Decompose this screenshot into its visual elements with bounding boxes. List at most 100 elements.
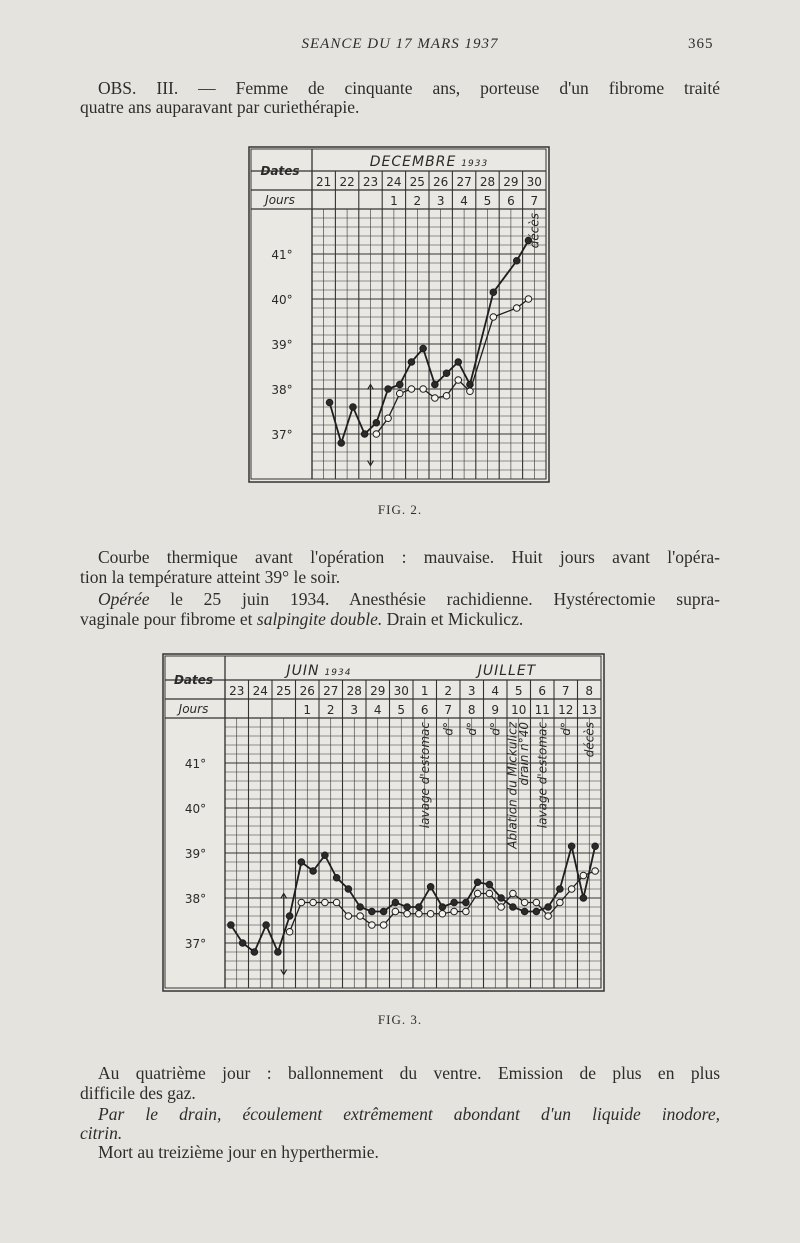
y-tick-label: 38°: [185, 892, 206, 906]
date-label: 24: [386, 175, 401, 189]
filled-data-point: [321, 851, 329, 860]
open-data-point: [344, 912, 353, 920]
filled-data-point: [379, 907, 388, 916]
date-label: 1: [421, 684, 429, 698]
date-label: 25: [410, 175, 425, 189]
open-data-point: [567, 885, 576, 893]
jour-label: 1: [390, 194, 398, 208]
annotation-label: d°: [559, 722, 573, 736]
filled-data-point: [497, 894, 505, 902]
filled-data-point: [337, 439, 346, 447]
open-data-point: [415, 909, 423, 918]
final-line-1: Au quatrième jour : ballonnement du vent…: [98, 1063, 720, 1083]
open-data-point: [407, 385, 416, 393]
jour-label: 11: [535, 703, 550, 717]
open-data-point: [384, 414, 392, 423]
open-data-point: [356, 912, 364, 920]
open-data-point: [524, 295, 533, 303]
mid-line-4: vaginale pour fibrome et salpingite doub…: [80, 609, 720, 629]
jour-label: 3: [350, 703, 358, 717]
date-label: 29: [370, 684, 385, 698]
obs-line-2: quatre ans auparavant par curiethérapie.: [80, 97, 360, 117]
date-label: 2: [444, 684, 452, 698]
operation-arrowheads: [366, 383, 375, 467]
jour-label: 13: [582, 703, 597, 717]
jour-label: 10: [511, 703, 526, 717]
date-label: 8: [585, 684, 593, 698]
row-label-dates: Dates: [174, 673, 213, 687]
open-data-point: [285, 927, 294, 936]
filled-data-point: [556, 885, 564, 893]
open-data-point: [462, 907, 470, 916]
annotation-label: lavage d'estomac: [535, 722, 549, 829]
filled-data-point: [349, 403, 357, 411]
date-label: 29: [503, 175, 518, 189]
figure-2-caption: FIG. 2.: [377, 502, 423, 517]
y-tick-label: 39°: [271, 338, 292, 352]
filled-data-point: [591, 842, 599, 851]
filled-data-point: [489, 288, 498, 297]
open-data-point: [332, 898, 341, 907]
filled-data-point: [579, 894, 588, 902]
filled-data-point: [509, 903, 517, 911]
filled-data-point: [227, 921, 235, 929]
y-tick-label: 40°: [185, 802, 206, 816]
open-data-point: [544, 912, 552, 920]
filled-data-point: [485, 880, 494, 889]
open-data-point: [309, 898, 317, 907]
filled-data-point: [274, 948, 282, 956]
filled-data-point: [372, 418, 381, 427]
filled-data-point: [442, 369, 451, 378]
filled-data-point: [544, 903, 552, 911]
y-tick-label: 37°: [271, 428, 292, 442]
mid-line-1: Courbe thermique avant l'opération : mau…: [98, 547, 720, 567]
jour-label: 6: [421, 703, 429, 717]
open-data-point: [431, 394, 439, 402]
date-label: 26: [300, 684, 315, 698]
date-label: 5: [515, 684, 523, 698]
date-label: 3: [468, 684, 476, 698]
open-data-point: [579, 871, 588, 880]
filled-data-point: [403, 903, 411, 911]
mid-line-2: tion la température atteint 39° le soir.: [80, 567, 341, 587]
filled-data-point: [419, 344, 427, 353]
filled-data-point: [520, 907, 529, 916]
filled-data-point: [567, 842, 576, 851]
obs-line-1: OBS. III. — Femme de cinquante ans, port…: [98, 78, 720, 98]
year-label: 1933: [461, 159, 488, 169]
open-data-point: [442, 391, 451, 400]
jour-label: 2: [413, 194, 421, 208]
date-label: 26: [433, 175, 448, 189]
annotation-label: décès: [582, 722, 596, 757]
open-data-point: [297, 898, 306, 907]
running-title: SEANCE DU 17 MARS 1937: [301, 36, 499, 52]
date-label: 23: [363, 175, 378, 189]
y-tick-label: 41°: [271, 248, 292, 262]
date-label: 30: [394, 684, 409, 698]
jour-label: 3: [437, 194, 445, 208]
filled-data-point: [360, 430, 369, 438]
date-label: 6: [538, 684, 546, 698]
filled-data-point: [450, 898, 458, 907]
mid-line-4-end: Drain et Mickulicz.: [382, 609, 524, 629]
filled-data-point: [512, 256, 521, 265]
annotation-label: d°: [441, 722, 455, 736]
date-label: 24: [253, 684, 268, 698]
filled-data-point: [332, 873, 341, 882]
filled-data-point: [325, 398, 334, 407]
filled-data-point: [431, 380, 439, 389]
jour-label: 5: [484, 194, 492, 208]
open-data-point: [450, 907, 458, 916]
open-data-point: [473, 889, 482, 898]
jour-label: 8: [468, 703, 476, 717]
y-tick-label: 39°: [185, 847, 206, 861]
open-data-point: [403, 909, 411, 918]
month-label: JUILLET: [475, 663, 537, 679]
date-label: 7: [562, 684, 570, 698]
filled-data-point: [407, 358, 416, 366]
mid-line-3: Opérée le 25 juin 1934. Anesthésie rachi…: [80, 589, 720, 609]
mid-line-4-start: vaginale pour fibrome et: [80, 609, 257, 629]
filled-data-point: [454, 358, 463, 366]
